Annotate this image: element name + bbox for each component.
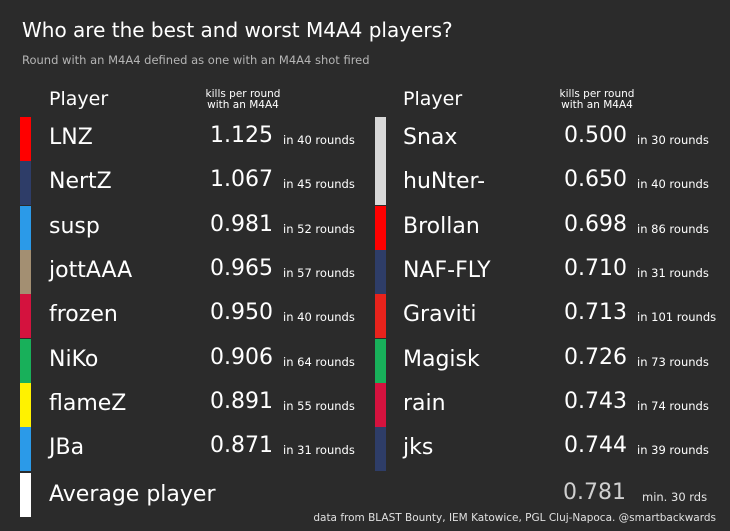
average-player-label: Average player	[49, 482, 216, 507]
kpr-header-line2: with an M4A4	[207, 99, 279, 111]
player-kpr-value: 0.698	[564, 211, 627, 237]
team-color-bar	[20, 117, 31, 161]
worst-player-row: Snax 0.500 in 30 rounds	[0, 117, 730, 161]
team-color-bar	[20, 294, 31, 339]
player-column-header-right: Player	[403, 88, 463, 110]
player-rounds: in 86 rounds	[637, 221, 709, 236]
player-name: Graviti	[403, 302, 477, 328]
player-kpr-value: 0.713	[564, 300, 627, 326]
average-player-color-bar	[20, 473, 31, 517]
team-color-bar	[375, 117, 386, 161]
player-kpr-value: 0.726	[564, 344, 627, 370]
player-rounds: in 40 rounds	[637, 177, 709, 192]
player-kpr-value: 0.906	[210, 344, 273, 370]
team-color-bar	[375, 205, 386, 250]
player-rounds: in 31 rounds	[283, 443, 355, 458]
player-rounds: in 55 rounds	[283, 398, 355, 413]
player-kpr-value: 0.871	[210, 433, 273, 459]
best-player-row: susp 0.981 in 52 rounds	[0, 205, 730, 250]
best-player-row: JBa 0.871 in 31 rounds	[0, 427, 730, 472]
player-name: LNZ	[49, 125, 93, 150]
player-name: Magisk	[403, 346, 480, 372]
team-color-bar	[20, 161, 31, 206]
team-color-bar	[375, 338, 386, 383]
team-color-bar	[375, 382, 386, 427]
player-kpr-value: 0.710	[564, 255, 627, 281]
player-name: NertZ	[49, 169, 112, 195]
player-kpr-value: 1.125	[210, 123, 273, 148]
worst-player-row: jks 0.744 in 39 rounds	[0, 427, 730, 472]
player-kpr-value: 0.744	[564, 433, 627, 459]
worst-player-row: rain 0.743 in 74 rounds	[0, 382, 730, 427]
chart-subtitle: Round with an M4A4 defined as one with a…	[22, 53, 370, 67]
player-rounds: in 57 rounds	[283, 265, 355, 280]
best-player-row: LNZ 1.125 in 40 rounds	[0, 117, 730, 161]
worst-player-row: huNter- 0.650 in 40 rounds	[0, 161, 730, 206]
kpr-column-header-left: kills per round with an M4A4	[183, 89, 303, 111]
player-rounds: in 30 rounds	[637, 133, 709, 147]
player-name: rain	[403, 390, 446, 416]
player-name: flameZ	[49, 390, 127, 416]
player-column-header-left: Player	[49, 88, 109, 110]
player-kpr-value: 1.067	[210, 167, 273, 193]
best-player-row: flameZ 0.891 in 55 rounds	[0, 382, 730, 427]
best-player-row: frozen 0.950 in 40 rounds	[0, 294, 730, 339]
player-name: frozen	[49, 302, 118, 328]
worst-player-row: Graviti 0.713 in 101 rounds	[0, 294, 730, 339]
worst-player-row: Brollan 0.698 in 86 rounds	[0, 205, 730, 250]
player-rounds: in 40 rounds	[283, 133, 355, 147]
player-kpr-value: 0.965	[210, 255, 273, 281]
player-kpr-value: 0.891	[210, 388, 273, 414]
team-color-bar	[20, 205, 31, 250]
worst-player-row: NAF-FLY 0.710 in 31 rounds	[0, 249, 730, 294]
team-color-bar	[20, 249, 31, 294]
team-color-bar	[375, 294, 386, 339]
kpr-column-header-right: kills per round with an M4A4	[537, 89, 657, 111]
player-rounds: in 52 rounds	[283, 221, 355, 236]
average-player-note: min. 30 rds	[642, 490, 708, 504]
team-color-bar	[20, 427, 31, 472]
worst-player-row: Magisk 0.726 in 73 rounds	[0, 338, 730, 383]
player-name: NiKo	[49, 346, 99, 372]
player-name: JBa	[49, 435, 85, 461]
player-kpr-value: 0.981	[210, 211, 273, 237]
kpr-header-line1: kills per round	[205, 88, 281, 100]
player-kpr-value: 0.650	[564, 167, 627, 193]
player-name: Brollan	[403, 213, 480, 239]
player-name: susp	[49, 213, 100, 239]
player-rounds: in 64 rounds	[283, 354, 355, 369]
kpr-header-line2: with an M4A4	[561, 99, 633, 111]
player-rounds: in 40 rounds	[283, 310, 355, 325]
player-rounds: in 73 rounds	[637, 354, 709, 369]
team-color-bar	[375, 249, 386, 294]
player-name: Snax	[403, 125, 458, 150]
chart-title: Who are the best and worst M4A4 players?	[22, 18, 453, 42]
player-rounds: in 31 rounds	[637, 265, 709, 280]
team-color-bar	[20, 382, 31, 427]
player-kpr-value: 0.500	[564, 123, 627, 148]
best-player-row: NiKo 0.906 in 64 rounds	[0, 338, 730, 383]
player-rounds: in 101 rounds	[637, 310, 717, 325]
player-rounds: in 45 rounds	[283, 177, 355, 192]
player-name: jottAAA	[49, 257, 133, 283]
player-rounds: in 39 rounds	[637, 443, 709, 458]
player-name: NAF-FLY	[403, 257, 491, 283]
player-kpr-value: 0.743	[564, 388, 627, 414]
team-color-bar	[375, 161, 386, 206]
player-rounds: in 74 rounds	[637, 398, 709, 413]
best-player-row: NertZ 1.067 in 45 rounds	[0, 161, 730, 206]
team-color-bar	[20, 338, 31, 383]
best-player-row: jottAAA 0.965 in 57 rounds	[0, 249, 730, 294]
data-source-footer: data from BLAST Bounty, IEM Katowice, PG…	[313, 512, 716, 524]
team-color-bar	[375, 427, 386, 472]
player-name: jks	[403, 435, 434, 461]
kpr-header-line1: kills per round	[559, 88, 635, 100]
player-kpr-value: 0.950	[210, 300, 273, 326]
average-player-kpr: 0.781	[563, 480, 626, 505]
player-name: huNter-	[403, 169, 486, 195]
